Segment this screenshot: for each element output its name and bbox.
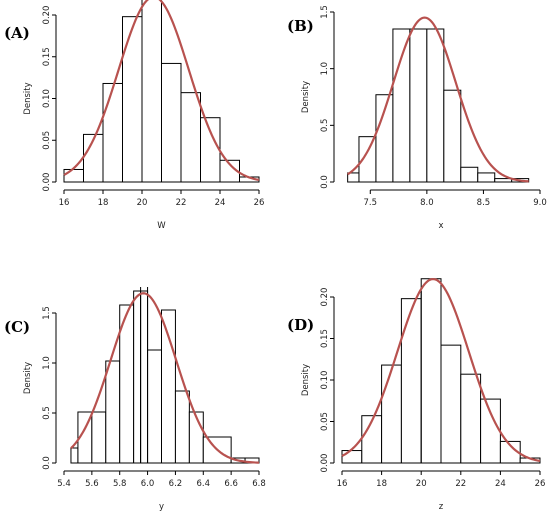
- y-axis-label: Density: [23, 82, 33, 114]
- histogram-bar: [409, 28, 428, 183]
- histogram-bar: [440, 344, 462, 464]
- y-tick-label: 0.5: [42, 406, 52, 420]
- histogram-bar: [494, 178, 513, 183]
- y-tick-label: 0.00: [42, 173, 52, 192]
- histogram-bar: [219, 159, 240, 183]
- histogram-bar: [140, 290, 149, 464]
- histogram-bar: [426, 28, 445, 183]
- x-tick-label: 26: [254, 198, 265, 208]
- histogram-bar: [63, 168, 84, 183]
- x-tick-label: 18: [98, 198, 109, 208]
- y-axis-label: Density: [301, 364, 311, 396]
- histogram-bar: [161, 62, 182, 183]
- histogram-bar: [105, 360, 121, 464]
- density-curve: [70, 292, 260, 464]
- y-tick-label: 0.05: [42, 131, 52, 150]
- histogram-bar: [480, 398, 501, 464]
- panel-label: (D): [287, 316, 314, 334]
- x-tick-label: 8.0: [420, 198, 434, 208]
- y-tick-label: 0.10: [320, 371, 330, 390]
- panel-label: (A): [4, 24, 30, 42]
- histogram-bar: [477, 172, 496, 183]
- x-tick-label: 5.4: [57, 479, 71, 489]
- density-curve: [341, 277, 541, 463]
- panel-b: (B) 7.5 8.0 8.5 9.0 x 0.0 0.5 1.0 1.5 Density: [287, 5, 547, 231]
- histogram-bar: [70, 447, 79, 464]
- x-tick-label: 22: [455, 479, 466, 489]
- x-tick-label: 6.6: [224, 479, 238, 489]
- histogram-bar: [200, 117, 221, 183]
- histogram-bar: [161, 309, 176, 464]
- histogram-bar: [102, 82, 123, 183]
- y-tick-label: 0.15: [42, 47, 52, 66]
- x-tick-label: 16: [59, 198, 70, 208]
- x-axis-label: x: [438, 221, 443, 231]
- x-tick-label: 5.6: [85, 479, 99, 489]
- x-tick-label: 9.0: [533, 198, 547, 208]
- y-tick-label: 1.0: [320, 62, 330, 76]
- x-tick-label: 6.2: [169, 479, 183, 489]
- x-tick-label: 5.8: [113, 479, 127, 489]
- x-tick-label: 7.5: [364, 198, 378, 208]
- histogram-bar: [133, 290, 142, 464]
- histogram-bar: [460, 166, 479, 183]
- histogram-bar: [460, 373, 482, 464]
- histogram-bar: [420, 278, 442, 464]
- y-axis-label: Density: [23, 362, 33, 394]
- x-axis-label: W: [157, 221, 166, 231]
- x-axis-label: z: [439, 502, 444, 512]
- panel-label: (B): [287, 17, 314, 35]
- x-tick-label: 6.4: [197, 479, 211, 489]
- x-tick-label: 22: [176, 198, 187, 208]
- x-tick-label: 18: [376, 479, 387, 489]
- x-axis-label: y: [159, 502, 164, 512]
- histogram-bar: [400, 298, 422, 464]
- y-tick-label: 0.00: [320, 454, 330, 473]
- y-axis-label: Density: [301, 81, 311, 113]
- x-tick-label: 24: [215, 198, 226, 208]
- x-tick-label: 20: [137, 198, 148, 208]
- histogram-bar: [122, 16, 143, 183]
- y-tick-label: 0.5: [320, 119, 330, 133]
- histogram-bar: [147, 349, 162, 464]
- histogram-bar: [174, 390, 190, 464]
- x-tick-label: 8.5: [477, 198, 491, 208]
- histogram-bar: [499, 440, 521, 464]
- x-tick-label: 20: [416, 479, 427, 489]
- y-tick-label: 0.10: [42, 89, 52, 108]
- panel-label: (C): [4, 318, 30, 336]
- density-curve: [63, 0, 260, 182]
- y-tick-label: 0.05: [320, 412, 330, 431]
- y-tick-label: 0.15: [320, 329, 330, 348]
- y-tick-label: 0.20: [320, 288, 330, 307]
- histogram-bar: [392, 28, 411, 183]
- y-tick-label: 0.0: [320, 175, 330, 189]
- histogram-bar: [180, 92, 201, 183]
- y-tick-label: 1.5: [320, 5, 330, 19]
- y-tick-label: 1.5: [42, 306, 52, 320]
- x-tick-label: 26: [535, 479, 546, 489]
- panel-c: (C) 5.4 5.6 5.8 6.0 6.2 6.4 6.6 6.8 y 0.0 0.5 1.0 1.5…: [4, 287, 266, 512]
- histogram-bar: [91, 411, 107, 464]
- x-tick-label: 6.8: [252, 479, 266, 489]
- y-tick-label: 0.0: [42, 456, 52, 470]
- y-tick-label: 1.0: [42, 356, 52, 370]
- histogram-bar: [341, 450, 363, 464]
- density-curve: [347, 16, 529, 183]
- histogram-bar: [443, 89, 462, 183]
- x-tick-label: 16: [337, 479, 348, 489]
- panel-a: (A) 16 18 20 22 24 26 W 0.00 0.05 0.10 0.15 0.20 Dens…: [4, 0, 264, 231]
- panel-d: (D) 16 18 20 22 24 26 z 0.00 0.05 0.10 0.15 0.20 Dens…: [287, 277, 546, 512]
- x-tick-label: 24: [495, 479, 506, 489]
- histogram-bar: [381, 364, 402, 464]
- histogram-bar: [141, 0, 162, 183]
- x-tick-label: 6.0: [141, 479, 155, 489]
- y-tick-label: 0.20: [42, 6, 52, 25]
